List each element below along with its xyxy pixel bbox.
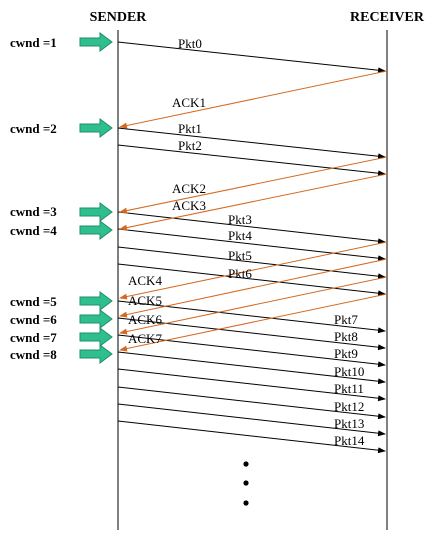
packet-arrows xyxy=(117,41,386,454)
cwnd-label: cwnd =8 xyxy=(10,347,57,362)
packet-label: Pkt6 xyxy=(228,266,252,281)
ellipsis-dot xyxy=(243,480,249,486)
cwnd-label: cwnd =7 xyxy=(10,330,57,345)
pkt13-arrow xyxy=(117,403,386,437)
pkt9-arrow xyxy=(117,334,386,368)
packet-label: Pkt11 xyxy=(334,381,364,396)
green-arrow-icon xyxy=(79,202,113,222)
cwnd-label: cwnd =1 xyxy=(10,35,57,50)
pkt7-arrow xyxy=(117,300,386,334)
continuation-dots xyxy=(243,461,249,506)
pkt8-arrow xyxy=(117,317,386,351)
pkt5-arrow xyxy=(117,246,386,280)
ack-labels: ACK1 ACK2 ACK3 ACK4 ACK5 ACK6 ACK7 xyxy=(128,95,206,346)
pkt12-arrow xyxy=(117,386,386,420)
ack6-arrow xyxy=(119,276,388,335)
ellipsis-dot xyxy=(243,500,249,506)
packet-label: Pkt7 xyxy=(334,312,358,327)
packet-label: Pkt9 xyxy=(334,346,358,361)
pkt1-arrow xyxy=(117,127,386,160)
cwnd-label: cwnd =4 xyxy=(10,223,57,238)
ack-label: ACK3 xyxy=(172,198,206,213)
ack4-arrow xyxy=(119,241,388,300)
pkt3-arrow xyxy=(117,211,386,245)
cwnd-label: cwnd =6 xyxy=(10,312,57,327)
packet-label: Pkt14 xyxy=(334,433,365,448)
packet-label: Pkt3 xyxy=(228,212,252,227)
sender-header: SENDER xyxy=(90,10,148,25)
cwnd-label: cwnd =3 xyxy=(10,204,57,219)
ellipsis-dot xyxy=(243,461,249,467)
packet-label: Pkt12 xyxy=(334,399,364,414)
pkt14-arrow xyxy=(117,420,386,454)
ack2-arrow xyxy=(119,156,388,214)
packet-labels: Pkt0 Pkt1 Pkt2 Pkt3 Pkt4 Pkt5 Pkt6 Pkt7 … xyxy=(178,36,365,448)
packet-label: Pkt1 xyxy=(178,121,202,136)
green-arrow-icon xyxy=(79,118,113,138)
green-arrow-icon xyxy=(79,32,113,52)
ack5-arrow xyxy=(119,258,388,318)
ack-label: ACK6 xyxy=(128,312,162,327)
cwnd-indicators: cwnd =1 cwnd =2 cwnd =3 cwnd =4 cwnd =5 … xyxy=(10,32,113,364)
ack1-arrow xyxy=(119,70,388,129)
packet-label: Pkt5 xyxy=(228,248,252,263)
pkt11-arrow xyxy=(117,368,386,402)
ack-label: ACK2 xyxy=(172,181,206,196)
ack-arrows xyxy=(119,70,388,352)
pkt2-arrow xyxy=(117,144,386,177)
ack7-arrow xyxy=(119,293,388,352)
cwnd-label: cwnd =2 xyxy=(10,121,57,136)
ack-label: ACK7 xyxy=(128,331,162,346)
packet-label: Pkt2 xyxy=(178,138,202,153)
green-arrow-icon xyxy=(79,291,113,311)
ack3-arrow xyxy=(119,173,388,231)
ack-label: ACK5 xyxy=(128,293,162,308)
receiver-header: RECEIVER xyxy=(350,10,425,25)
packet-label: Pkt4 xyxy=(228,228,252,243)
green-arrow-icon xyxy=(79,220,113,240)
pkt4-arrow xyxy=(117,228,386,262)
pkt0-arrow xyxy=(117,41,386,74)
pkt6-arrow xyxy=(117,263,386,297)
green-arrow-icon xyxy=(79,327,113,347)
pkt10-arrow xyxy=(117,351,386,385)
packet-label: Pkt8 xyxy=(334,329,358,344)
packet-label: Pkt13 xyxy=(334,416,364,431)
ack-label: ACK4 xyxy=(128,273,162,288)
cwnd-label: cwnd =5 xyxy=(10,294,57,309)
green-arrow-icon xyxy=(79,309,113,329)
packet-label: Pkt10 xyxy=(334,364,364,379)
ack-label: ACK1 xyxy=(172,95,206,110)
green-arrow-icon xyxy=(79,344,113,364)
packet-label: Pkt0 xyxy=(178,36,202,51)
